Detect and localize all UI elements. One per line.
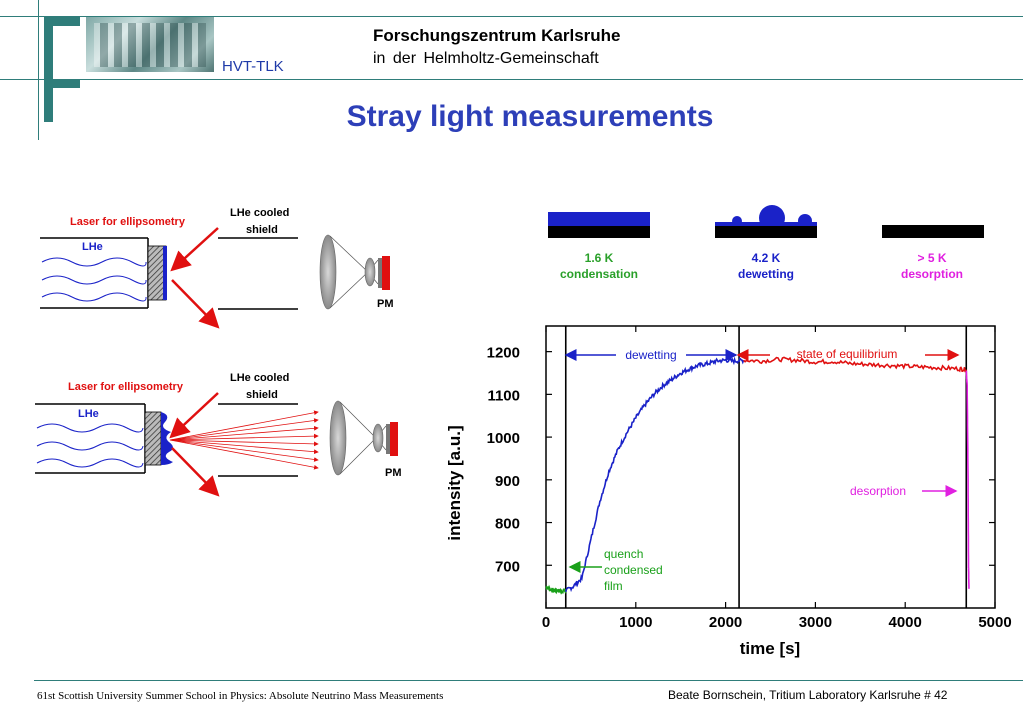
pm-label: PM (377, 298, 394, 310)
annotation-dewetting: dewetting (625, 348, 676, 362)
footer-conference: 61st Scottish University Summer School i… (37, 690, 444, 702)
institution-name: Forschungszentrum Karlsruhe (373, 26, 621, 45)
annotation-quench: quench (604, 547, 643, 561)
x-tick-label: 2000 (709, 614, 742, 631)
y-tick-label: 1200 (487, 345, 520, 362)
film-temp: 1.6 K (585, 251, 614, 265)
x-tick-label: 4000 (889, 614, 922, 631)
left-vertical-line (38, 0, 39, 140)
shield-label-2: shield (246, 389, 278, 401)
film-state-dewetting: 4.2 K dewetting (715, 205, 817, 281)
film-temp: 4.2 K (752, 251, 781, 265)
x-axis-label: time [s] (740, 639, 800, 658)
series-line (565, 356, 745, 593)
annotation-desorption: desorption (850, 484, 906, 498)
y-tick-label: 1000 (487, 430, 520, 447)
laser-label: Laser for ellipsometry (68, 381, 184, 393)
film-state-label: desorption (901, 267, 963, 281)
header-photo (86, 17, 214, 72)
annotation-equilibrium: state of equilibrium (797, 347, 898, 361)
institution-subtitle: in der Helmholtz-Gemeinschaft (373, 50, 599, 67)
footer-author: Beate Bornschein, Tritium Laboratory Kar… (668, 688, 948, 702)
series-line (743, 356, 968, 373)
y-tick-label: 800 (495, 516, 520, 533)
department-label: HVT-TLK (222, 58, 284, 75)
series-line (545, 584, 567, 595)
footer-line (34, 680, 1023, 681)
y-tick-label: 900 (495, 473, 520, 490)
header-top-line (0, 16, 1023, 17)
x-tick-label: 1000 (619, 614, 652, 631)
lhe-label: LHe (82, 241, 103, 253)
x-tick-label: 0 (542, 614, 550, 631)
pm-label: PM (385, 467, 402, 479)
film-state-desorption: > 5 K desorption (882, 225, 984, 281)
annotation-film: film (604, 579, 623, 593)
shield-label-1: LHe cooled (230, 372, 289, 384)
setup-diagrams: LHe Laser for ellipsometry LHe cooled sh… (35, 207, 402, 497)
y-tick-label: 1100 (487, 387, 520, 404)
chart-series (545, 356, 970, 595)
header-bottom-line (0, 79, 1023, 80)
setup-top: LHe Laser for ellipsometry LHe cooled sh… (40, 207, 394, 329)
plot-frame (545, 325, 996, 609)
x-tick-label: 5000 (978, 614, 1011, 631)
film-states: 1.6 K condensation 4.2 K dewetting > 5 K… (548, 205, 984, 281)
film-state-condensation: 1.6 K condensation (548, 212, 650, 281)
shield-label-2: shield (246, 224, 278, 236)
axis-ticks: 0 1000 2000 3000 4000 5000 700 800 900 1000 1100 12… (487, 326, 1012, 631)
y-axis-label: intensity [a.u.] (445, 425, 464, 540)
film-state-label: condensation (560, 267, 638, 281)
y-tick-label: 700 (495, 558, 520, 575)
laser-label: Laser for ellipsometry (70, 216, 186, 228)
setup-bottom: LHe Laser for ellipsometry LHe cooled sh… (35, 372, 402, 497)
series-line (965, 370, 970, 589)
x-tick-label: 3000 (799, 614, 832, 631)
film-temp: > 5 K (917, 251, 946, 265)
annotation-condensed: condensed (604, 563, 663, 577)
chart-annotations: dewetting state of equilibrium desorptio… (564, 347, 960, 593)
intensity-chart: 0 1000 2000 3000 4000 5000 700 800 900 1000 1100 12… (445, 325, 1012, 658)
film-state-label: dewetting (738, 267, 794, 281)
shield-label-1: LHe cooled (230, 207, 289, 219)
slide-title: Stray light measurements (346, 100, 714, 133)
lhe-label: LHe (78, 408, 99, 420)
